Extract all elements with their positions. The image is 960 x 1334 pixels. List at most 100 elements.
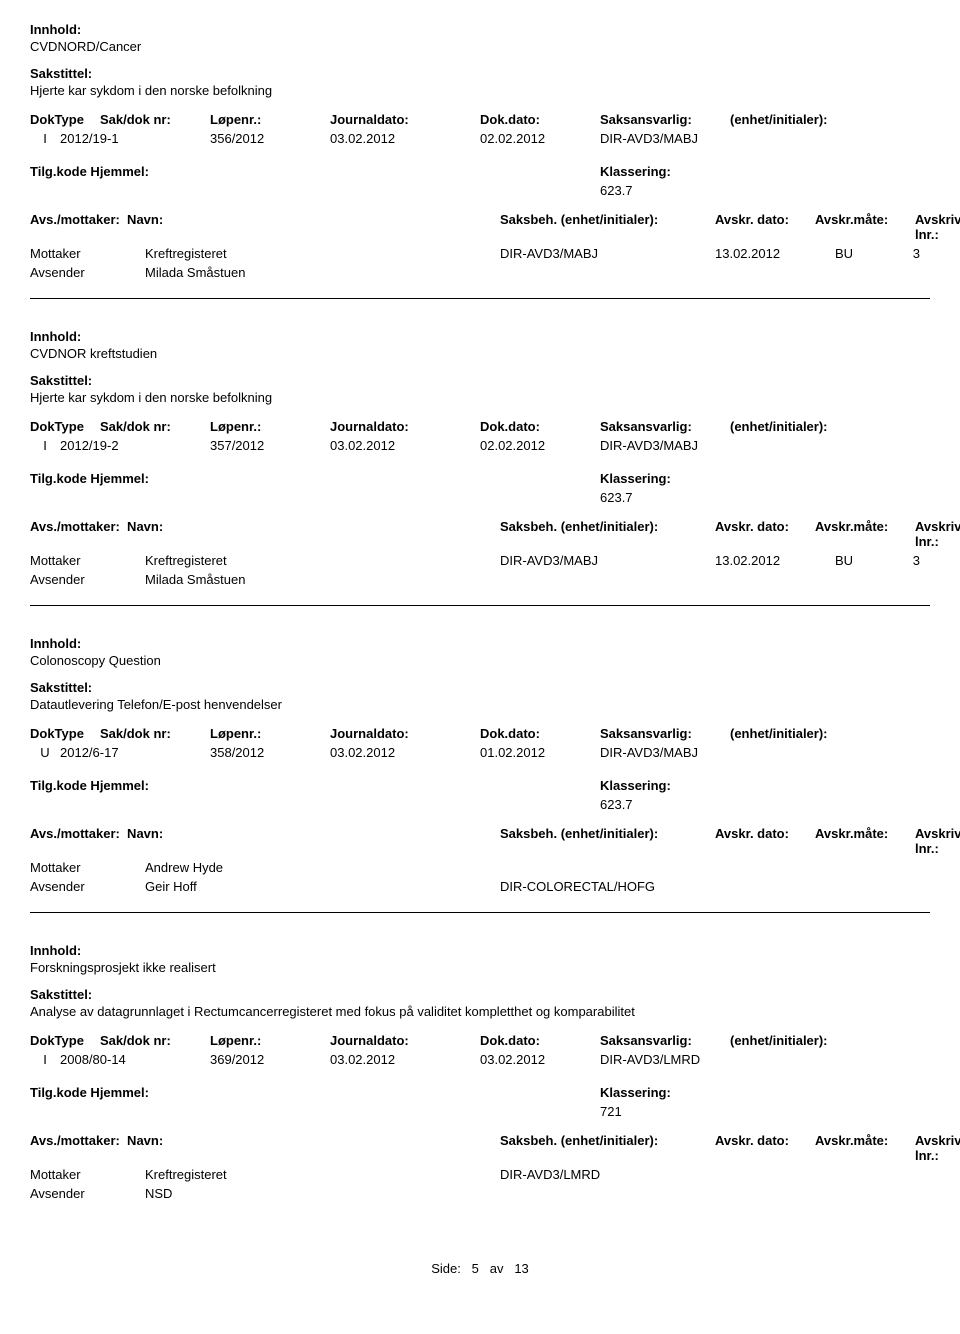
record-separator [30,912,930,913]
avsmottaker-header: Avs./mottaker: Navn:Saksbeh. (enhet/init… [30,519,930,549]
col-lopenr: Løpenr.: [210,726,330,741]
val-saksansvarlig: DIR-AVD3/MABJ [600,438,750,453]
val-saksansvarlig: DIR-AVD3/MABJ [600,131,750,146]
klassering-value: 721 [600,1104,622,1119]
col-doktype: DokType [30,112,100,127]
col-enhet: (enhet/initialer): [730,419,930,434]
party-avskrivlnr: 3 [890,246,920,261]
val-sakdok: 2008/80-14 [60,1052,210,1067]
party-saksbeh: DIR-AVD3/MABJ [500,246,715,261]
party-avskrivlnr [890,265,920,280]
col-doktype: DokType [30,419,100,434]
klassering-value-row: 721 [30,1104,930,1119]
klassering-value: 623.7 [600,797,633,812]
party-avskrivlnr [890,860,920,875]
party-saksbeh [500,860,715,875]
party-avskrivlnr [890,879,920,894]
klassering-value-row: 623.7 [30,490,930,505]
val-lopenr: 356/2012 [210,131,330,146]
avsmottaker-navn-label: Avs./mottaker: Navn: [30,212,500,242]
col-sakdok: Sak/dok nr: [100,419,210,434]
avskrmate-label: Avskr.måte: [815,1133,915,1163]
party-role: Avsender [30,879,145,894]
val-lopenr: 358/2012 [210,745,330,760]
klassering-value-row: 623.7 [30,183,930,198]
party-saksbeh [500,572,715,587]
records-container: Innhold:CVDNORD/CancerSakstittel:Hjerte … [30,22,930,1201]
avsmottaker-navn-label: Avs./mottaker: Navn: [30,1133,500,1163]
party-avskrmate: BU [835,246,890,261]
col-dokdato: Dok.dato: [480,726,600,741]
party-avskrdato [715,879,835,894]
col-dokdato: Dok.dato: [480,419,600,434]
innhold-value: Colonoscopy Question [30,653,930,668]
party-name: Milada Småstuen [145,265,500,280]
val-dokdato: 02.02.2012 [480,438,600,453]
saksbeh-label: Saksbeh. (enhet/initialer): [500,1133,715,1163]
tilgkode-row: Tilg.kode Hjemmel:Klassering: [30,471,930,486]
party-avskrivlnr [890,572,920,587]
party-role: Mottaker [30,553,145,568]
avskrivlnr-label: Avskriv lnr.: [915,519,960,549]
col-journaldato: Journaldato: [330,726,480,741]
party-avskrivlnr [890,1167,920,1182]
page-footer: Side: 5 av 13 [30,1261,930,1276]
party-role: Mottaker [30,860,145,875]
klassering-value: 623.7 [600,490,633,505]
tilgkode-row: Tilg.kode Hjemmel:Klassering: [30,778,930,793]
klassering-label: Klassering: [600,778,671,793]
journal-record: Innhold:Forskningsprosjekt ikke realiser… [30,943,930,1201]
party-avskrmate [835,1167,890,1182]
val-doktype: U [30,745,60,760]
avskrdato-label: Avskr. dato: [715,519,815,549]
klassering-value: 623.7 [600,183,633,198]
val-journaldato: 03.02.2012 [330,438,480,453]
avskrmate-label: Avskr.måte: [815,519,915,549]
party-row: MottakerKreftregisteretDIR-AVD3/LMRD [30,1167,930,1182]
columns-values: I2012/19-1356/201203.02.201202.02.2012DI… [30,131,930,146]
footer-av: av [490,1261,504,1276]
avskrdato-label: Avskr. dato: [715,1133,815,1163]
party-row: MottakerKreftregisteretDIR-AVD3/MABJ13.0… [30,246,930,261]
footer-page: 5 [472,1261,479,1276]
footer-total: 13 [514,1261,528,1276]
party-avskrivlnr [890,1186,920,1201]
record-separator [30,298,930,299]
tilgkode-row: Tilg.kode Hjemmel:Klassering: [30,164,930,179]
col-enhet: (enhet/initialer): [730,112,930,127]
sakstittel-label: Sakstittel: [30,373,930,388]
col-journaldato: Journaldato: [330,419,480,434]
party-name: NSD [145,1186,500,1201]
innhold-label: Innhold: [30,329,930,344]
val-saksansvarlig: DIR-AVD3/MABJ [600,745,750,760]
avskrivlnr-label: Avskriv lnr.: [915,1133,960,1163]
col-doktype: DokType [30,726,100,741]
avskrdato-label: Avskr. dato: [715,826,815,856]
party-avskrdato: 13.02.2012 [715,553,835,568]
sakstittel-label: Sakstittel: [30,680,930,695]
party-avskrivlnr: 3 [890,553,920,568]
party-row: AvsenderGeir HoffDIR-COLORECTAL/HOFG [30,879,930,894]
tilgkode-hjemmel-label: Tilg.kode Hjemmel: [30,164,600,179]
klassering-label: Klassering: [600,471,671,486]
val-journaldato: 03.02.2012 [330,745,480,760]
col-saksansvarlig: Saksansvarlig: [600,112,730,127]
val-lopenr: 369/2012 [210,1052,330,1067]
col-journaldato: Journaldato: [330,112,480,127]
col-doktype: DokType [30,1033,100,1048]
col-sakdok: Sak/dok nr: [100,112,210,127]
klassering-label: Klassering: [600,1085,671,1100]
val-journaldato: 03.02.2012 [330,131,480,146]
columns-values: U2012/6-17358/201203.02.201201.02.2012DI… [30,745,930,760]
journal-record: Innhold:CVDNOR kreftstudienSakstittel:Hj… [30,329,930,606]
columns-header: DokTypeSak/dok nr:Løpenr.:Journaldato:Do… [30,726,930,741]
party-saksbeh [500,265,715,280]
avsmottaker-header: Avs./mottaker: Navn:Saksbeh. (enhet/init… [30,826,930,856]
party-role: Avsender [30,572,145,587]
party-name: Kreftregisteret [145,1167,500,1182]
journal-record: Innhold:CVDNORD/CancerSakstittel:Hjerte … [30,22,930,299]
party-avskrdato [715,265,835,280]
party-avskrmate: BU [835,553,890,568]
party-row: AvsenderNSD [30,1186,930,1201]
col-lopenr: Løpenr.: [210,419,330,434]
